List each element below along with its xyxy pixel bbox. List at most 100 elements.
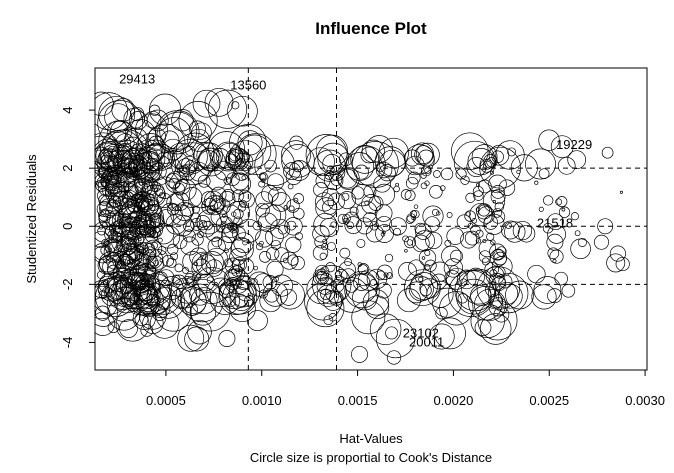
influence-point (424, 216, 440, 232)
influence-point (148, 212, 165, 229)
influence-point (119, 283, 141, 306)
influence-point (286, 220, 297, 231)
influence-point (99, 255, 117, 273)
influence-point (184, 326, 210, 352)
influence-point (149, 309, 180, 339)
influence-point (428, 323, 455, 350)
influence-point (130, 228, 137, 235)
influence-point (103, 237, 119, 253)
influence-point (287, 254, 299, 266)
influence-point (495, 140, 525, 170)
influence-point (346, 221, 354, 229)
influence-point (491, 185, 505, 199)
influence-point (357, 263, 370, 275)
influence-point (115, 276, 134, 295)
influence-point (189, 283, 212, 306)
influence-point (350, 145, 380, 174)
influence-point (168, 178, 180, 190)
influence-point (97, 226, 106, 236)
y-tick-label: 4 (60, 106, 75, 113)
influence-point (477, 300, 518, 341)
influence-point (181, 187, 203, 208)
influence-point (223, 176, 232, 185)
influence-point (238, 191, 255, 209)
influence-point (98, 95, 136, 133)
influence-point (149, 215, 161, 227)
influence-point (475, 238, 482, 244)
influence-point (186, 276, 197, 287)
influence-point (192, 89, 221, 118)
chart-title: Influence Plot (315, 19, 427, 38)
influence-point (484, 261, 499, 277)
influence-point (345, 145, 386, 186)
influence-point (225, 147, 250, 172)
influence-point (99, 129, 144, 174)
influence-point (169, 191, 190, 211)
influence-point (107, 276, 131, 300)
influence-point (475, 207, 481, 212)
influence-point (448, 270, 495, 317)
influence-point (477, 204, 490, 217)
influence-point (443, 258, 464, 278)
influence-point (313, 212, 338, 237)
influence-point (160, 130, 180, 150)
influence-point (414, 222, 427, 235)
influence-point (145, 255, 159, 269)
influence-point (339, 247, 351, 259)
influence-point (146, 280, 182, 315)
influence-point (546, 233, 564, 251)
influence-point (351, 300, 386, 335)
influence-point (459, 278, 468, 287)
influence-point (215, 216, 234, 234)
point-label: 13560 (230, 77, 266, 92)
influence-point (107, 321, 120, 334)
influence-point (201, 191, 217, 208)
influence-point (557, 156, 576, 175)
point-label: 23102 (403, 326, 439, 341)
influence-point (313, 182, 329, 198)
influence-point (156, 117, 192, 153)
influence-point (496, 246, 507, 257)
influence-point (171, 274, 181, 284)
influence-point (292, 160, 304, 173)
influence-point (125, 152, 144, 172)
influence-point (172, 214, 194, 237)
x-axis-label: Hat-Values (339, 431, 403, 446)
influence-point (280, 251, 299, 270)
influence-point (606, 253, 626, 273)
influence-point (407, 171, 421, 185)
influence-point (168, 203, 174, 209)
x-tick-label: 0.0005 (146, 393, 186, 408)
influence-point (262, 281, 289, 307)
influence-point (207, 89, 248, 129)
influence-point (556, 196, 568, 208)
influence-point (103, 241, 125, 263)
influence-point (241, 175, 246, 180)
influence-point (538, 168, 550, 180)
influence-point (405, 176, 419, 190)
influence-point (147, 228, 154, 235)
influence-point (424, 259, 437, 272)
influence-point (338, 191, 357, 210)
influence-point (464, 230, 480, 246)
influence-point (319, 217, 339, 238)
influence-point (492, 200, 497, 204)
influence-point (170, 252, 179, 261)
influence-point (119, 165, 126, 172)
influence-point (218, 330, 236, 347)
influence-point (211, 236, 223, 248)
influence-point (132, 306, 156, 330)
influence-point (190, 218, 203, 231)
influence-point (315, 134, 349, 168)
influence-point (95, 278, 129, 315)
influence-point (505, 222, 512, 229)
influence-point (97, 188, 113, 204)
influence-point (460, 268, 497, 305)
influence-point (157, 237, 163, 243)
influence-point (167, 142, 194, 170)
y-tick-label: 2 (60, 165, 75, 172)
influence-point (181, 276, 194, 289)
influence-point (538, 129, 560, 151)
influence-point (471, 144, 498, 170)
influence-point (357, 269, 380, 291)
